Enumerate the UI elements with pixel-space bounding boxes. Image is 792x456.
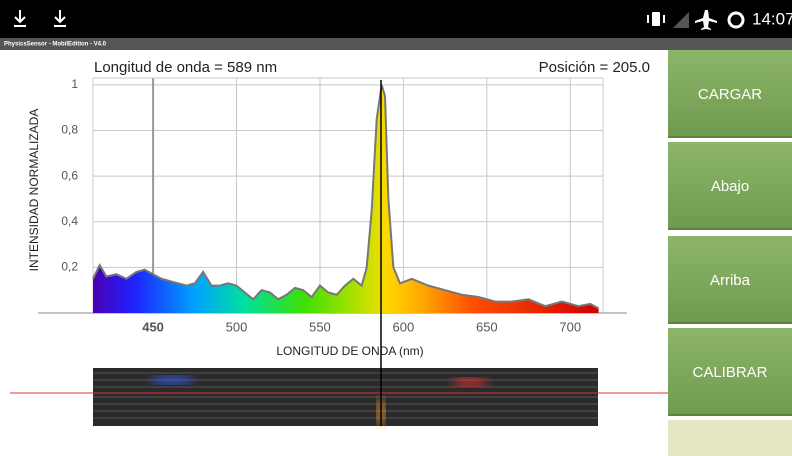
x-axis-title: LONGITUD DE ONDA (nm) xyxy=(276,344,423,358)
app-title: PhysicsSensor - MobilEdition - V4.0 xyxy=(4,42,107,48)
status-bar xyxy=(0,0,792,38)
spectrum-strip xyxy=(93,368,598,426)
cargar-button[interactable]: CARGAR xyxy=(668,50,792,138)
x-tick-label: 700 xyxy=(559,319,581,334)
x-tick-label: 450 xyxy=(142,319,164,334)
chart-title: Longitud de onda = 589 nm xyxy=(94,59,277,76)
page: {"status_bar": {"time": "14:07"}, "app_t… xyxy=(0,0,792,456)
chart-subtitle: Posición = 205.0 xyxy=(539,59,650,76)
spectrum-area xyxy=(93,85,599,313)
spectrum-line xyxy=(93,85,599,309)
y-tick-label: 0,8 xyxy=(61,123,78,137)
y-tick-label: 0,6 xyxy=(61,168,78,182)
x-tick-label: 500 xyxy=(226,319,248,334)
title-bar xyxy=(0,38,792,50)
abajo-button[interactable]: Abajo xyxy=(668,142,792,230)
y-tick-label: 0,2 xyxy=(61,260,78,274)
x-tick-label: 600 xyxy=(393,319,415,334)
y-axis-title: INTENSIDAD NORMALIZADA xyxy=(27,109,41,272)
button-panel-footer xyxy=(668,420,792,456)
y-tick-label: 1 xyxy=(71,77,78,91)
x-tick-label: 550 xyxy=(309,319,331,334)
calibrar-button[interactable]: CALIBRAR xyxy=(668,328,792,416)
chart: Longitud de onda = 589 nm Posición = 205… xyxy=(27,59,650,358)
time: 14:07 xyxy=(752,9,792,28)
arriba-button[interactable]: Arriba xyxy=(668,236,792,324)
left-margin xyxy=(0,50,10,456)
x-tick-label: 650 xyxy=(476,319,498,334)
y-tick-label: 0,4 xyxy=(61,214,78,228)
